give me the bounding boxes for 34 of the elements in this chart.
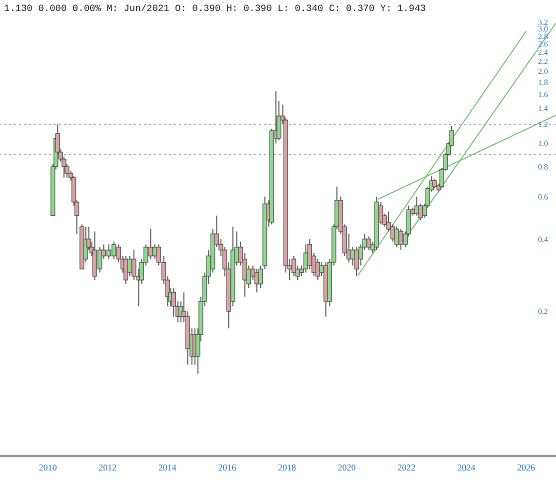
candlestick	[292, 255, 296, 277]
y-tick-label: 1.8	[538, 78, 548, 87]
candlestick	[127, 255, 132, 277]
x-tick-label: 2022	[398, 462, 416, 472]
candlestick	[254, 268, 260, 293]
y-tick-label: 0.2	[538, 307, 548, 316]
x-tick-label: 2016	[218, 462, 237, 472]
y-tick-label: 3.2	[538, 18, 548, 27]
x-tick-label: 2024	[457, 462, 476, 472]
x-tick-label: 2020	[338, 462, 356, 472]
y-tick-label: 0.6	[538, 192, 548, 202]
chart-title: 1.130 0.000 0.00% M: Jun/2021 O: 0.390 H: 0.390 L: 0.340 C: 0.370 Y: 1.943	[4, 3, 426, 14]
candlestick	[394, 226, 399, 248]
y-tick-label: 2.2	[538, 56, 548, 66]
x-tick-label: 2018	[278, 462, 296, 472]
candlestick	[124, 255, 128, 284]
candlestick	[432, 178, 437, 189]
y-tick-label: 1.2	[538, 120, 548, 130]
x-tick-label: 2014	[158, 462, 177, 472]
y-tick-label: 2.0	[538, 66, 548, 76]
y-tick-label: 1.0	[538, 139, 548, 148]
y-tick-label: 1.4	[538, 104, 548, 114]
candlestick	[132, 249, 136, 281]
y-tick-label: 0.4	[538, 234, 548, 244]
y-tick-label: 2.4	[538, 48, 548, 57]
y-tick-label: 0.8	[538, 162, 548, 172]
x-tick-label: 2010	[38, 462, 58, 472]
candlestick	[354, 246, 359, 277]
y-tick-label: 1.6	[538, 90, 548, 100]
y-tick-label: 3.0	[538, 24, 548, 34]
x-tick-label: 2026	[517, 462, 536, 472]
candlestick	[366, 236, 372, 250]
x-tick-label: 2012	[98, 462, 117, 472]
candlestick	[350, 246, 356, 266]
